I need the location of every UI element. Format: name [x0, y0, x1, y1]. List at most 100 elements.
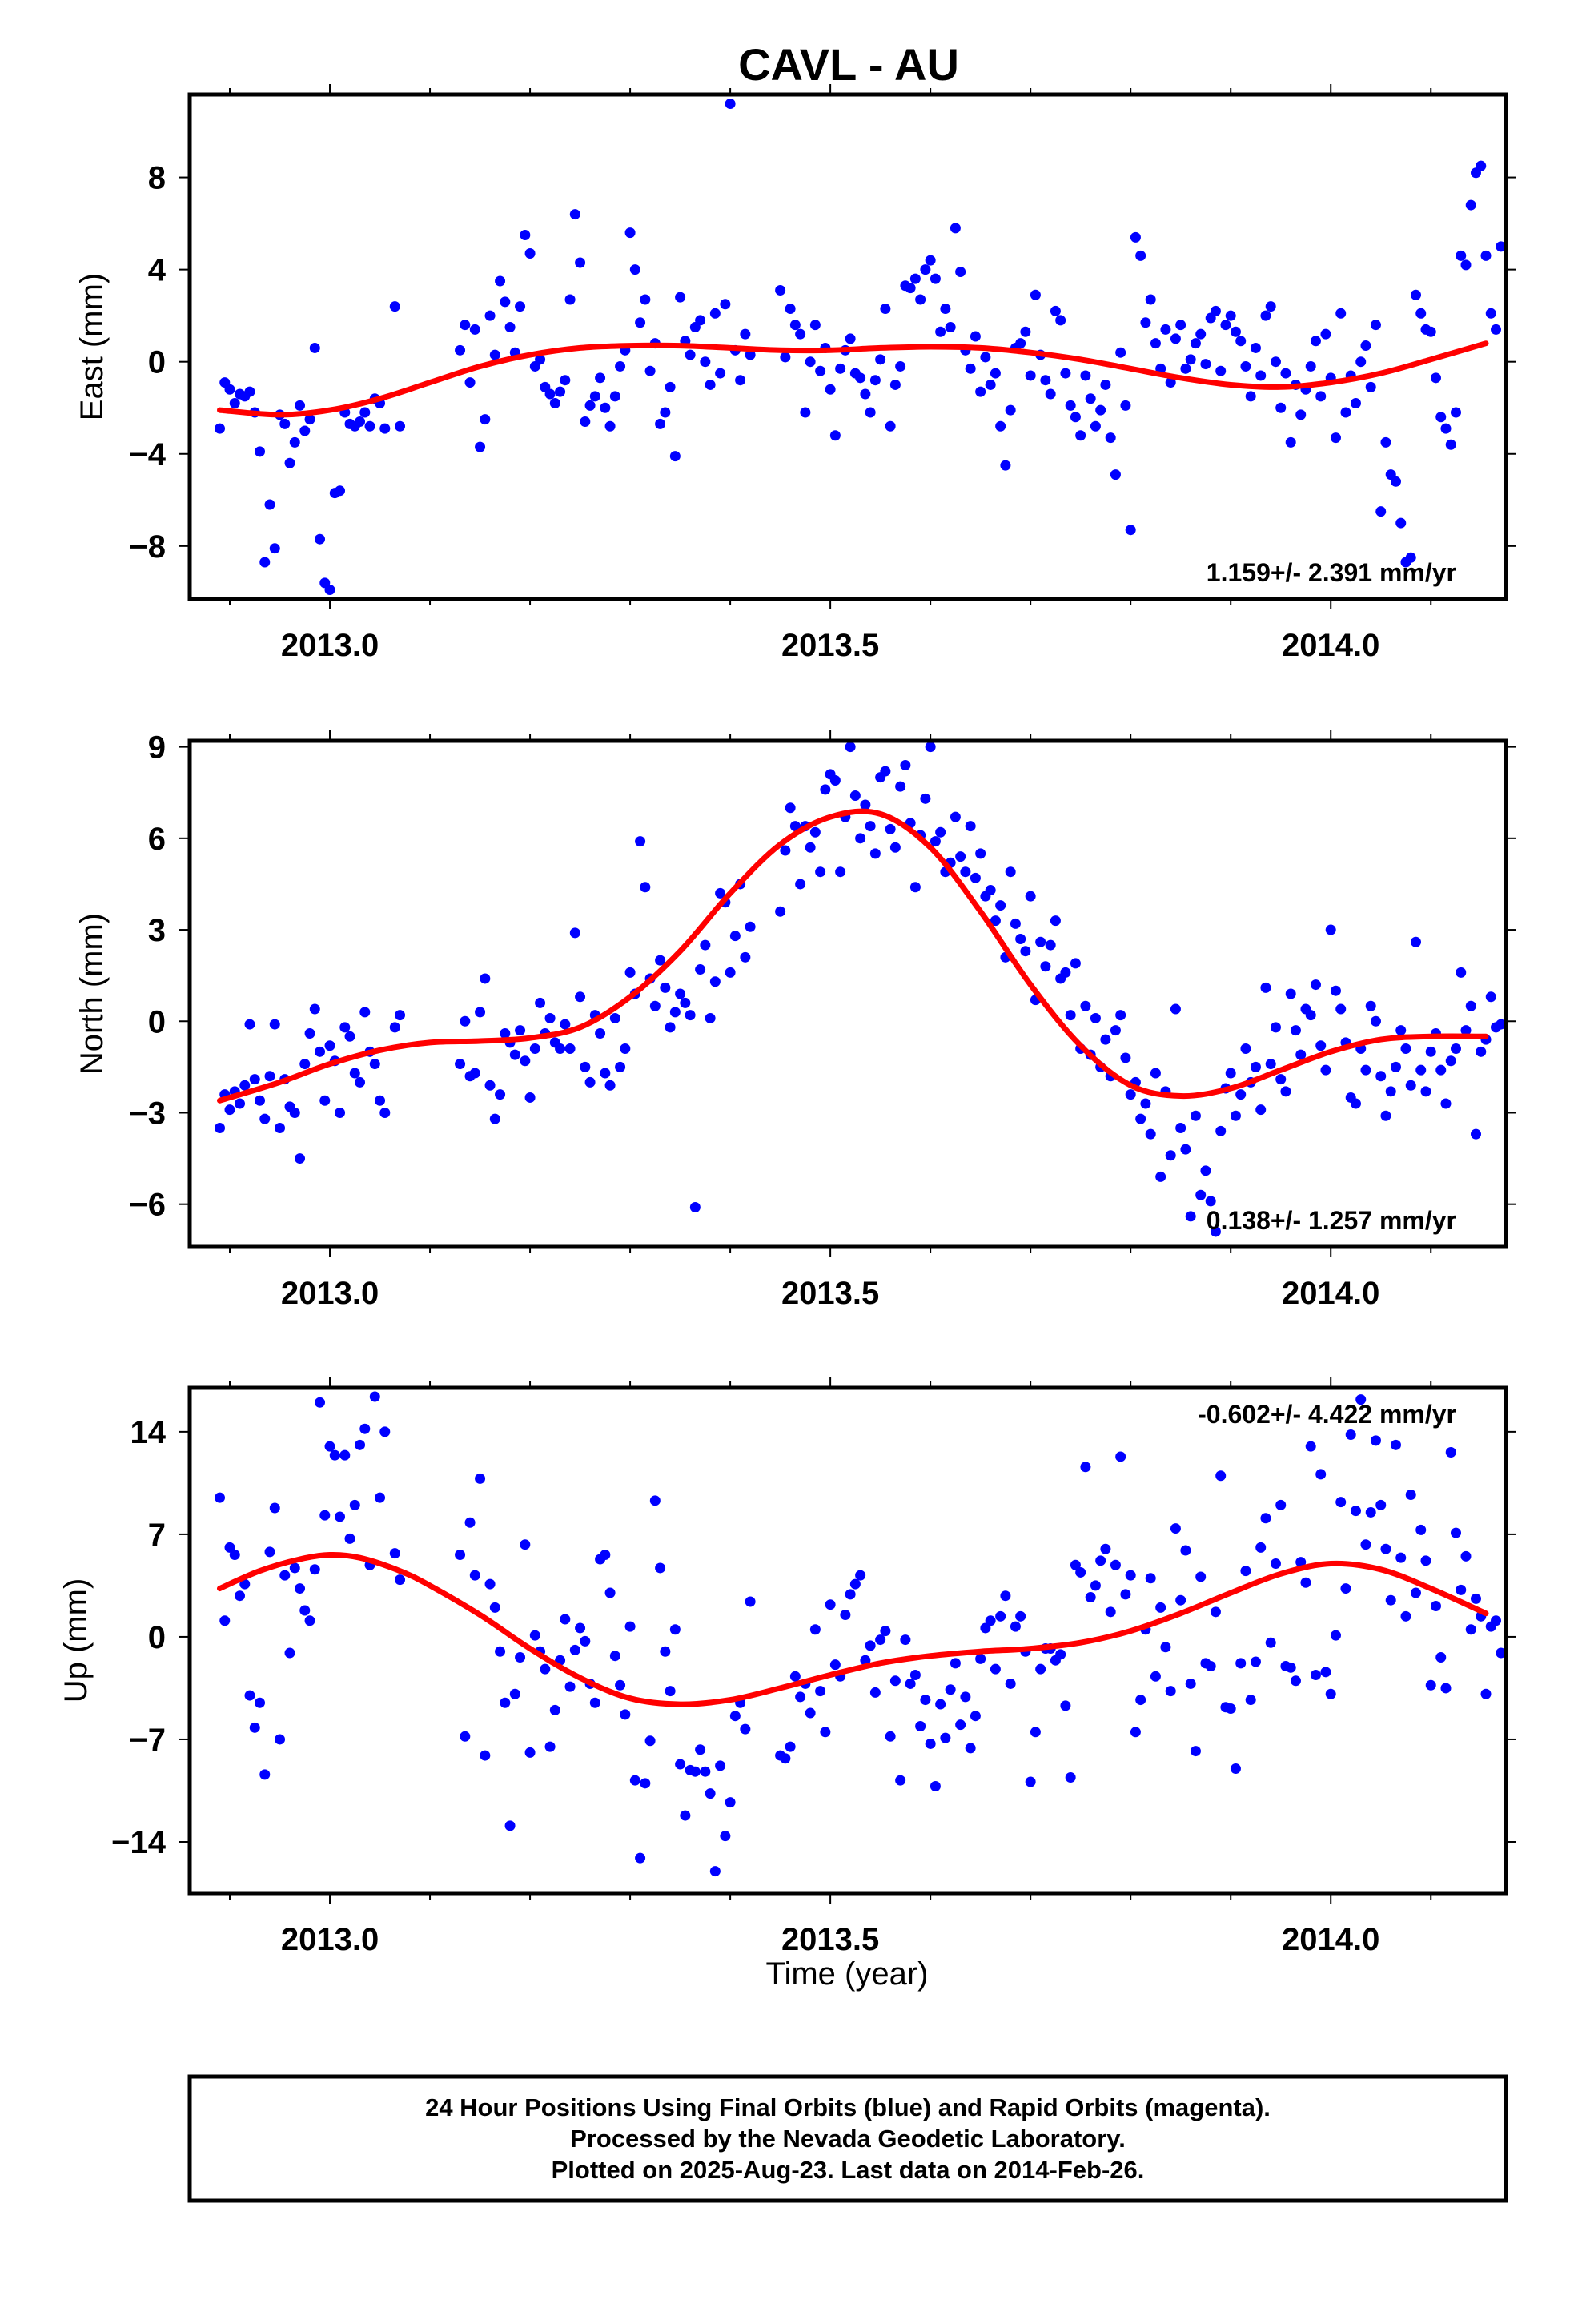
- panels-layer: 2013.0 2013.5 2014.0 −8 −4 0 4 8 East (mm) 1.159+…: [58, 84, 1516, 1957]
- data-point-up: [975, 1653, 986, 1664]
- data-point-up: [359, 1423, 371, 1434]
- data-point-up: [1035, 1663, 1046, 1675]
- data-point-east: [1390, 476, 1401, 487]
- fit-curve-east: [217, 340, 1489, 418]
- data-point-up: [1380, 1543, 1391, 1554]
- x-tick-label-east: 2013.5: [781, 628, 879, 663]
- data-point-up: [1425, 1679, 1436, 1691]
- data-point-east: [1430, 372, 1441, 384]
- data-point-east: [295, 400, 306, 411]
- data-point-north: [359, 1007, 371, 1018]
- data-point-up: [475, 1473, 486, 1484]
- data-point-east: [464, 377, 476, 388]
- data-point-up: [615, 1679, 626, 1691]
- data-point-north: [349, 1068, 360, 1079]
- data-point-up: [1395, 1552, 1407, 1563]
- data-point-north: [575, 991, 586, 1003]
- data-point-east: [555, 386, 566, 397]
- data-point-up: [985, 1615, 996, 1626]
- data-point-east: [715, 368, 726, 379]
- data-point-up: [689, 1766, 701, 1777]
- data-point-east: [1135, 250, 1146, 261]
- y-tick-label-up: 14: [130, 1415, 167, 1450]
- data-point-east: [1465, 199, 1476, 211]
- data-point-east: [460, 320, 471, 331]
- data-point-north: [1145, 1128, 1156, 1140]
- data-point-up: [1345, 1429, 1356, 1441]
- data-point-north: [725, 967, 736, 978]
- data-point-north: [1435, 1064, 1447, 1076]
- data-point-up: [900, 1634, 911, 1646]
- data-point-east: [564, 294, 576, 305]
- data-point-east: [990, 368, 1001, 379]
- data-point-north: [1476, 1046, 1487, 1057]
- data-point-up: [1075, 1566, 1086, 1578]
- data-point-up: [845, 1589, 856, 1600]
- data-point-east: [930, 273, 941, 284]
- data-point-up: [629, 1775, 640, 1786]
- data-point-east: [1180, 363, 1191, 374]
- data-point-up: [1420, 1555, 1431, 1566]
- data-point-east: [259, 557, 271, 568]
- data-point-up: [1300, 1577, 1311, 1588]
- data-point-north: [244, 1019, 255, 1030]
- data-point-north: [1140, 1098, 1151, 1109]
- data-point-north: [524, 1092, 536, 1103]
- velocity-annotation-east: 1.159+/- 2.391 mm/yr: [1207, 558, 1456, 587]
- data-point-up: [464, 1517, 476, 1528]
- data-point-north: [985, 885, 996, 896]
- data-point-up: [660, 1646, 671, 1657]
- data-point-up: [279, 1570, 291, 1581]
- data-point-north: [1195, 1189, 1207, 1200]
- data-point-east: [535, 354, 546, 365]
- data-point-north: [339, 1022, 351, 1033]
- data-point-north: [965, 821, 976, 832]
- data-point-north: [1420, 1086, 1431, 1097]
- data-point-up: [589, 1697, 600, 1708]
- data-point-north: [1280, 1086, 1291, 1097]
- data-point-east: [709, 308, 721, 319]
- data-point-east: [1275, 402, 1287, 413]
- data-point-east: [775, 285, 786, 296]
- data-point-up: [895, 1775, 906, 1786]
- data-point-north: [1015, 933, 1026, 944]
- data-point-north: [695, 964, 706, 975]
- data-point-up: [1115, 1451, 1126, 1462]
- data-point-north: [805, 842, 816, 853]
- data-point-east: [1195, 328, 1207, 340]
- data-point-up: [1105, 1606, 1116, 1618]
- data-point-up: [1170, 1523, 1181, 1534]
- data-point-north: [335, 1107, 346, 1118]
- data-point-east: [1496, 241, 1506, 252]
- data-point-east: [885, 420, 896, 432]
- data-point-up: [644, 1735, 656, 1747]
- data-point-up: [1160, 1642, 1171, 1653]
- data-point-north: [1255, 1104, 1267, 1116]
- data-point-east: [955, 267, 966, 278]
- data-point-north: [299, 1059, 311, 1070]
- data-point-up: [695, 1744, 706, 1755]
- data-point-east: [1456, 250, 1467, 261]
- data-point-up: [1205, 1661, 1216, 1672]
- data-point-up: [789, 1671, 801, 1682]
- data-point-east: [1185, 354, 1196, 365]
- data-point-east: [880, 304, 891, 315]
- data-point-north: [950, 811, 961, 822]
- data-point-up: [1496, 1647, 1506, 1659]
- data-point-east: [1240, 360, 1251, 372]
- data-point-up: [1275, 1499, 1287, 1510]
- data-point-east: [359, 407, 371, 418]
- x-tick-label-east: 2014.0: [1282, 628, 1379, 663]
- data-point-east: [660, 407, 671, 418]
- data-point-east: [589, 391, 600, 402]
- data-point-east: [740, 328, 751, 340]
- data-point-up: [1110, 1559, 1121, 1570]
- data-point-east: [720, 299, 731, 310]
- data-point-north: [580, 1061, 591, 1072]
- data-point-east: [504, 322, 516, 333]
- data-point-east: [945, 322, 956, 333]
- data-point-north: [1415, 1064, 1427, 1076]
- data-point-east: [789, 320, 801, 331]
- footer-box: 24 Hour Positions Using Final Orbits (bl…: [187, 2074, 1508, 2203]
